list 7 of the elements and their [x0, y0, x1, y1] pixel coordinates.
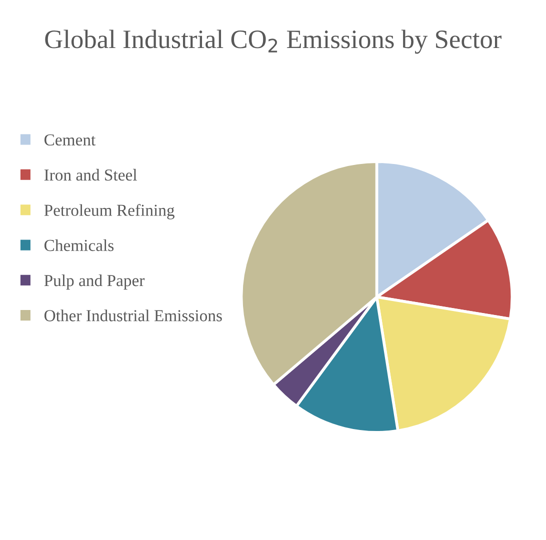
chart-title: Global Industrial CO$_{2}$ Emissions by Sector — [45, 30, 502, 54]
legend-label: Cement — [44, 134, 96, 146]
legend-label: Petroleum Refining — [44, 204, 174, 220]
legend-label: Chemicals — [44, 239, 114, 252]
legend-label: Pulp and Paper — [44, 274, 145, 290]
legend-label: Iron and Steel — [44, 168, 137, 181]
legend-label: Other Industrial Emissions — [44, 310, 222, 322]
